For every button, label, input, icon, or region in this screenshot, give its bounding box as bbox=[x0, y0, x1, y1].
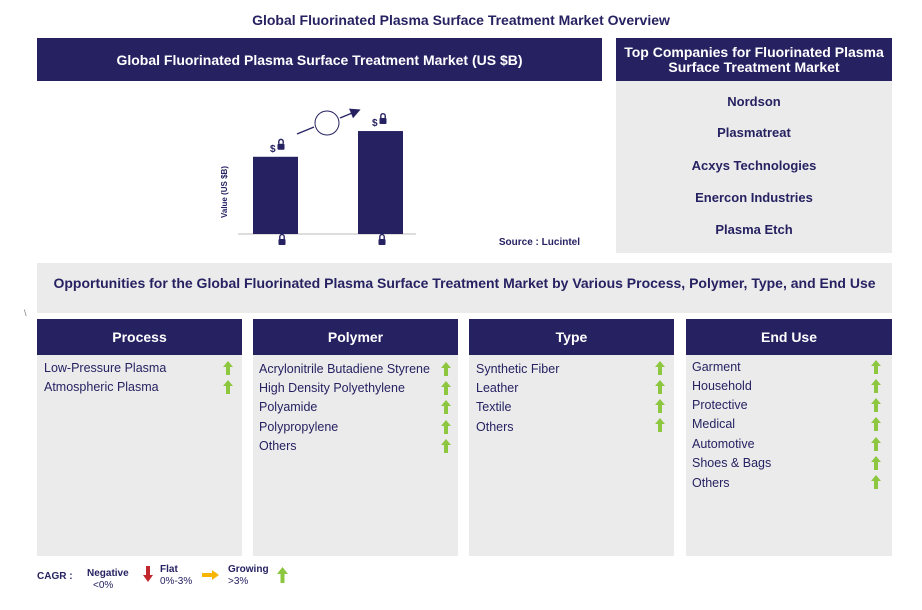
process-item-low-pressure-plasma: Low-Pressure Plasma bbox=[44, 361, 167, 375]
growing-arrow-icon bbox=[871, 379, 881, 393]
legend-growing-range: >3% bbox=[228, 576, 249, 587]
growing-arrow-icon bbox=[223, 361, 233, 375]
legend-flat-label: Flat bbox=[160, 564, 178, 575]
end-use-item-medical: Medical bbox=[692, 417, 736, 431]
y-axis-label: Value (US $B) bbox=[220, 166, 229, 218]
polymer-item-polyamide: Polyamide bbox=[259, 400, 318, 414]
chart-header: Global Fluorinated Plasma Surface Treatm… bbox=[37, 38, 602, 81]
polymer-item-abs: Acrylonitrile Butadiene Styrene bbox=[259, 362, 430, 376]
category-2-lock-icon bbox=[377, 233, 387, 246]
growing-arrow-icon bbox=[871, 417, 881, 431]
end-use-item-household: Household bbox=[692, 379, 752, 393]
cagr-circle bbox=[314, 110, 340, 136]
category-1-lock-icon bbox=[277, 233, 287, 246]
opportunities-banner: Opportunities for the Global Fluorinated… bbox=[37, 263, 892, 313]
type-item-textile: Textile bbox=[476, 400, 512, 414]
company-plasma-etch: Plasma Etch bbox=[715, 222, 793, 237]
growth-arrow-left bbox=[296, 126, 315, 135]
growing-arrow-icon bbox=[871, 360, 881, 374]
growing-arrow-icon bbox=[441, 420, 451, 434]
companies-list: Nordson Plasmatreat Acxys Technologies E… bbox=[616, 81, 892, 253]
opportunities-title: Opportunities for the Global Fluorinated… bbox=[53, 275, 876, 291]
growing-arrow-icon bbox=[223, 380, 233, 394]
negative-arrow-icon bbox=[143, 566, 153, 582]
company-acxys-technologies: Acxys Technologies bbox=[691, 158, 817, 173]
cagr-label: CAGR : bbox=[37, 571, 73, 582]
end-use-item-protective: Protective bbox=[692, 398, 748, 412]
type-header: Type bbox=[469, 319, 674, 355]
growing-arrow-icon bbox=[441, 439, 451, 453]
end-use-item-others: Others bbox=[692, 476, 730, 490]
company-enercon-industries: Enercon Industries bbox=[695, 190, 813, 205]
market-chart: Value (US $B) $ $ Source : Lucintel bbox=[200, 92, 600, 252]
growing-arrow-icon bbox=[655, 380, 665, 394]
bar-1-value-lock-icon bbox=[276, 138, 286, 151]
growing-arrow-icon bbox=[871, 475, 881, 489]
company-plasmatreat: Plasmatreat bbox=[717, 125, 791, 140]
growing-arrow-icon bbox=[441, 362, 451, 376]
growing-arrow-icon bbox=[871, 398, 881, 412]
companies-header: Top Companies for Fluorinated Plasma Sur… bbox=[616, 38, 892, 81]
chart-svg: Value (US $B) $ $ Source : Lucintel bbox=[220, 108, 580, 248]
growing-arrow-icon bbox=[441, 381, 451, 395]
bar-1 bbox=[253, 156, 298, 234]
process-item-atmospheric-plasma: Atmospheric Plasma bbox=[44, 380, 159, 394]
legend-growing-label: Growing bbox=[228, 564, 269, 575]
process-list: Low-Pressure Plasma Atmospheric Plasma bbox=[37, 355, 242, 556]
type-item-others: Others bbox=[476, 420, 514, 434]
company-nordson: Nordson bbox=[727, 94, 781, 109]
bar-2-value-symbol: $ bbox=[372, 118, 378, 129]
end-use-header: End Use bbox=[686, 319, 892, 355]
type-list: Synthetic Fiber Leather Textile Others bbox=[469, 355, 674, 556]
polymer-item-hdpe: High Density Polyethylene bbox=[259, 381, 405, 395]
growing-arrow-icon bbox=[871, 437, 881, 451]
end-use-item-automotive: Automotive bbox=[692, 437, 755, 451]
type-item-leather: Leather bbox=[476, 381, 519, 395]
bar-2-value-lock-icon bbox=[378, 112, 388, 125]
growth-arrow-icon bbox=[339, 108, 361, 119]
growing-arrow-icon bbox=[441, 400, 451, 414]
growing-arrow-icon bbox=[655, 361, 665, 375]
legend-negative-range: <0% bbox=[93, 580, 114, 591]
polymer-item-polypropylene: Polypropylene bbox=[259, 420, 339, 434]
growing-arrow-icon bbox=[655, 399, 665, 413]
bar-1-value-symbol: $ bbox=[270, 144, 276, 155]
stray-mark: \ bbox=[24, 308, 27, 318]
legend-flat-range: 0%-3% bbox=[160, 576, 193, 587]
source-label: Source : Lucintel bbox=[499, 237, 580, 248]
polymer-header: Polymer bbox=[253, 319, 458, 355]
process-header: Process bbox=[37, 319, 242, 355]
polymer-item-others: Others bbox=[259, 439, 297, 453]
polymer-list: Acrylonitrile Butadiene Styrene High Den… bbox=[253, 355, 458, 556]
legend-negative-label: Negative bbox=[87, 568, 129, 579]
end-use-item-shoes-bags: Shoes & Bags bbox=[692, 456, 772, 470]
end-use-item-garment: Garment bbox=[692, 360, 741, 374]
type-item-synthetic-fiber: Synthetic Fiber bbox=[476, 362, 560, 376]
growing-arrow-icon bbox=[277, 567, 288, 583]
page-title: Global Fluorinated Plasma Surface Treatm… bbox=[252, 12, 670, 28]
growing-arrow-icon bbox=[871, 456, 881, 470]
end-use-list: Garment Household Protective Medical Aut… bbox=[686, 355, 892, 556]
bar-2 bbox=[358, 131, 403, 234]
flat-arrow-icon bbox=[202, 570, 219, 580]
growing-arrow-icon bbox=[655, 418, 665, 432]
